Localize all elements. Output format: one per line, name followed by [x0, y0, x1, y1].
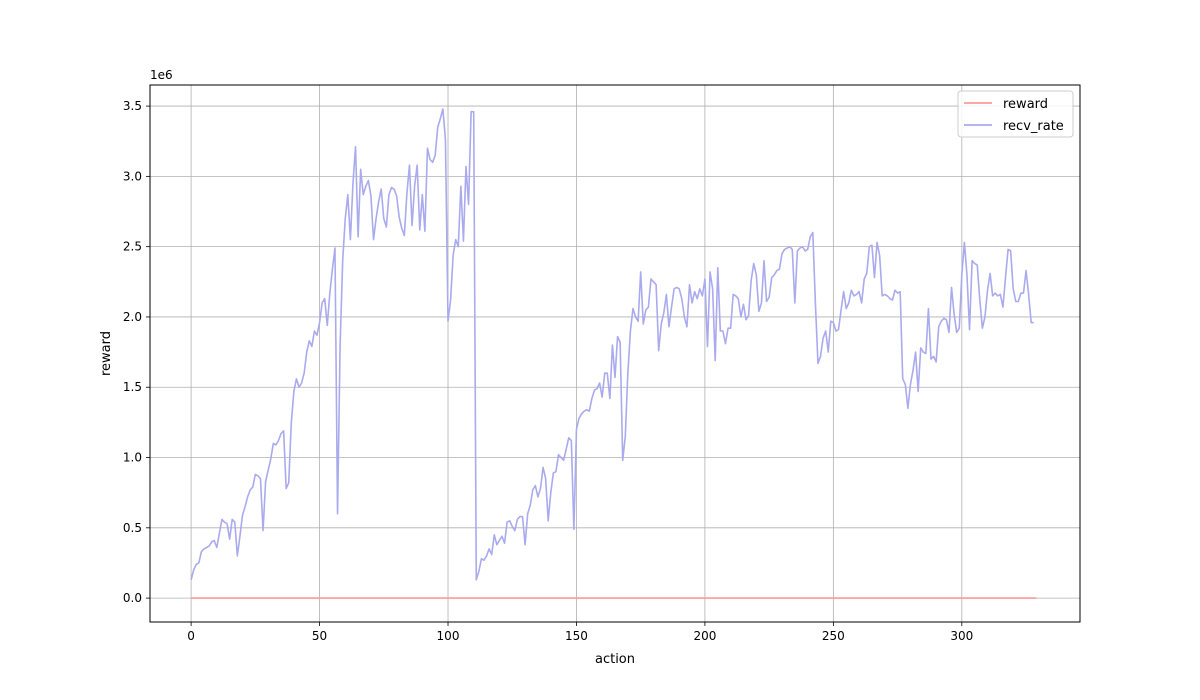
y-axis-ticks: 0.0 0.5 1.0 1.5 2.0 2.5 3.0 3.5 — [123, 99, 150, 605]
x-axis-label: action — [595, 652, 635, 667]
y-tick-label: 2.0 — [123, 310, 142, 324]
y-axis-multiplier: 1e6 — [150, 68, 173, 82]
legend-entry-label: recv_rate — [1003, 119, 1064, 134]
y-tick-label: 0.0 — [123, 591, 142, 605]
x-tick-label: 50 — [312, 629, 327, 643]
y-tick-label: 1.5 — [123, 380, 142, 394]
legend-entry-label: reward — [1003, 97, 1048, 112]
x-axis-ticks: 0 50 100 150 200 250 300 — [187, 622, 973, 643]
x-tick-label: 100 — [437, 629, 460, 643]
x-tick-label: 150 — [565, 629, 588, 643]
series-layer — [190, 108, 1037, 599]
y-tick-label: 1.0 — [123, 451, 142, 465]
plot-frame — [149, 84, 1081, 623]
y-tick-label: 0.5 — [123, 521, 142, 535]
x-tick-label: 300 — [950, 629, 973, 643]
legend: reward recv_rate — [957, 90, 1074, 138]
y-tick-label: 3.5 — [123, 99, 142, 113]
x-tick-label: 0 — [187, 629, 195, 643]
y-tick-label: 2.5 — [123, 240, 142, 254]
x-tick-label: 200 — [693, 629, 716, 643]
x-tick-label: 250 — [822, 629, 845, 643]
y-axis-label: reward — [99, 331, 114, 376]
y-tick-label: 3.0 — [123, 169, 142, 183]
series-line-recv-rate — [190, 108, 1034, 581]
